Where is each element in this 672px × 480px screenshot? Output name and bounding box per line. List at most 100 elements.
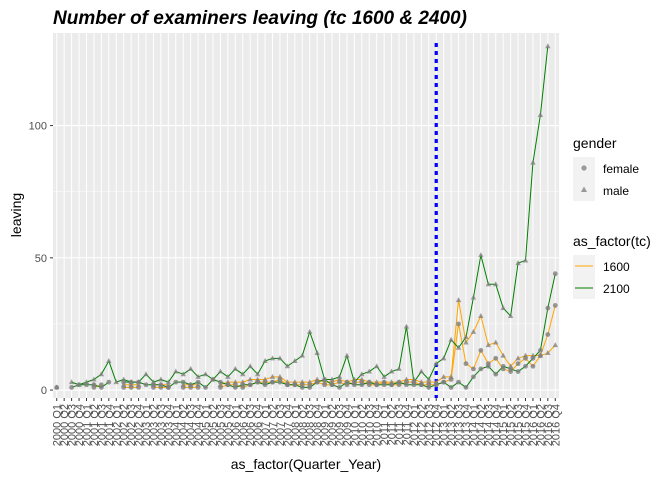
point-2100-male-2006-Q1 — [232, 365, 239, 371]
point-2100-male-2013-Q2 — [448, 336, 454, 342]
point-2100-male-2003-Q2 — [150, 379, 157, 385]
point-1600-male-2015-Q4 — [522, 352, 529, 358]
point-2100-female-2012-Q3 — [426, 385, 432, 390]
point-2100-female-2011-Q4 — [404, 382, 409, 388]
point-2100-female-2005-Q3 — [218, 379, 223, 385]
point-1600-male-2006-Q3 — [247, 376, 253, 382]
point-1600-female-2016-Q4 — [552, 303, 558, 308]
legend-label-female: female — [603, 162, 639, 176]
x-tick-label: 2009 Q3 — [334, 404, 346, 446]
point-2100-male-2012-Q1 — [411, 379, 417, 385]
point-2100-male-2001-Q4 — [106, 357, 112, 363]
point-2100-female-2004-Q1 — [173, 379, 179, 385]
series-points — [54, 43, 558, 390]
point-2100-male-2015-Q3 — [515, 260, 521, 266]
x-tick-label: 2013 Q1 — [439, 404, 451, 446]
point-2100-female-2016-Q2 — [537, 347, 543, 353]
grid-lines — [53, 33, 559, 398]
point-2100-male-2011-Q4 — [403, 323, 410, 329]
point-2100-female-2015-Q4 — [523, 363, 528, 369]
point-1600-male-2007-Q2 — [269, 373, 276, 379]
x-tick-label: 2007 Q2 — [268, 404, 280, 446]
point-2100-female-2015-Q2 — [508, 366, 514, 372]
point-2100-male-2005-Q1 — [202, 371, 209, 377]
point-2100-male-2010-Q1 — [351, 379, 358, 385]
x-tick-label: 2011 Q1 — [379, 404, 391, 445]
x-tick-label: 2002 Q1 — [111, 404, 123, 446]
point-2100-female-2014-Q1 — [471, 374, 476, 380]
point-2100-male-2007-Q1 — [262, 357, 268, 363]
point-2100-male-2010-Q2 — [359, 371, 365, 377]
point-1600-male-2014-Q3 — [485, 342, 492, 348]
point-2100-male-2009-Q3 — [336, 373, 343, 379]
point-2100-female-2010-Q2 — [359, 382, 365, 388]
x-tick-label: 2010 Q3 — [364, 404, 376, 446]
x-tick-label: 2001 Q3 — [96, 404, 108, 446]
point-2100-female-2006-Q3 — [247, 382, 253, 388]
point-1600-male-2012-Q1 — [411, 376, 417, 382]
point-2100-female-2011-Q1 — [381, 382, 387, 388]
y-tick-label: 50 — [35, 253, 47, 265]
point-2100-male-2015-Q2 — [507, 313, 514, 319]
x-tick-label: 2005 Q3 — [215, 404, 227, 446]
x-tick-label: 2001 Q4 — [104, 404, 116, 446]
x-tick-label: 2008 Q4 — [312, 404, 324, 446]
point-2100-male-2012-Q3 — [426, 376, 432, 382]
point-2100-male-2011-Q3 — [396, 365, 402, 371]
point-1600-male-2015-Q1 — [500, 352, 506, 358]
point-2100-male-2004-Q4 — [195, 373, 201, 379]
legend-gender: gender female male — [573, 135, 639, 201]
point-2100-female-2012-Q2 — [418, 382, 424, 388]
point-2100-female-2004-Q4 — [195, 379, 201, 385]
x-tick-label: 2015 Q1 — [498, 404, 510, 446]
point-2100-female-2011-Q2 — [389, 382, 394, 388]
point-2100-male-2014-Q4 — [493, 281, 499, 287]
point-2100-male-2016-Q3 — [545, 43, 551, 49]
x-tick-label: 2007 Q1 — [260, 404, 272, 446]
point-2100-male-2007-Q4 — [284, 363, 291, 369]
point-1600-male-2013-Q2 — [448, 373, 454, 379]
x-tick-label: 2002 Q2 — [119, 404, 131, 446]
point-2100-female-2003-Q1 — [143, 382, 149, 388]
x-tick-label: 2005 Q2 — [208, 404, 220, 446]
legend-tc: as_factor(tc) 1600 2100 — [573, 233, 651, 299]
x-tick-label: 2014 Q2 — [476, 404, 488, 446]
x-tick-label: 2006 Q3 — [245, 404, 257, 446]
point-2100-male-2006-Q3 — [247, 363, 253, 369]
point-1600-female-2015-Q3 — [515, 361, 521, 367]
x-tick-label: 2012 Q1 — [409, 404, 421, 446]
y-tick-label: 0 — [41, 385, 47, 397]
x-tick-label: 2014 Q1 — [468, 404, 480, 446]
point-2100-male-2014-Q1 — [470, 294, 477, 300]
point-1600-male-2011-Q4 — [403, 376, 410, 382]
point-1600-female-2013-Q3 — [456, 321, 461, 327]
x-tick-label: 2011 Q3 — [394, 404, 406, 445]
point-1600-male-2015-Q3 — [515, 355, 521, 361]
x-tick-label: 2016 Q2 — [535, 404, 547, 446]
x-tick-label: 2011 Q2 — [387, 404, 399, 445]
point-2100-male-2012-Q4 — [433, 360, 439, 366]
point-1600-male-2014-Q2 — [478, 313, 484, 319]
x-tick-label: 2007 Q4 — [282, 404, 294, 446]
x-tick-label: 2009 Q1 — [320, 404, 332, 446]
point-2100-male-2011-Q2 — [388, 368, 395, 374]
point-1600-male-2013-Q4 — [463, 339, 469, 345]
point-2100-female-2011-Q3 — [396, 379, 402, 385]
x-tick-label: 2000 Q3 — [67, 404, 79, 446]
point-2100-female-2005-Q4 — [225, 382, 231, 388]
x-tick-label: 2014 Q3 — [483, 404, 495, 446]
x-axis-title: as_factor(Quarter_Year) — [231, 456, 381, 472]
point-2100-male-2005-Q3 — [217, 368, 224, 374]
point-2100-male-2004-Q2 — [180, 371, 186, 377]
point-2100-male-2013-Q4 — [463, 334, 469, 340]
point-2100-male-2006-Q2 — [240, 371, 246, 377]
point-2100-female-2013-Q2 — [448, 385, 454, 390]
point-2100-female-2001-Q4 — [106, 379, 112, 385]
point-2100-male-2001-Q2 — [91, 376, 97, 382]
point-2100-male-2011-Q1 — [381, 373, 387, 379]
x-tick-label: 2010 Q1 — [349, 404, 361, 446]
point-1600-male-2009-Q3 — [336, 376, 343, 382]
x-tick-label: 2008 Q3 — [305, 404, 317, 446]
x-tick-label: 2000 Q4 — [74, 404, 86, 446]
point-2100-male-2003-Q1 — [143, 371, 149, 377]
